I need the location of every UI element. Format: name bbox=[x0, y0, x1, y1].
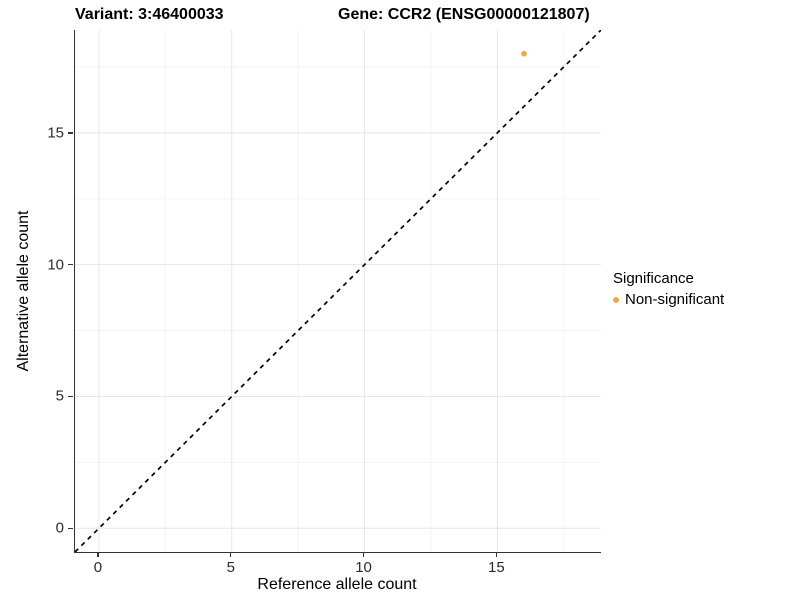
x-tick-mark bbox=[229, 552, 232, 557]
legend-title: Significance bbox=[613, 270, 694, 287]
y-tick-mark bbox=[67, 263, 73, 266]
x-tick-mark bbox=[362, 552, 365, 557]
plot-title-variant: Variant: 3:46400033 bbox=[75, 6, 224, 23]
x-tick-label: 0 bbox=[93, 559, 103, 576]
x-tick-label: 15 bbox=[488, 559, 505, 576]
plot-panel bbox=[74, 30, 601, 553]
y-tick-label: 15 bbox=[47, 124, 64, 142]
y-axis-title: Alternative allele count bbox=[15, 210, 32, 372]
plot-title-gene: Gene: CCR2 (ENSG00000121807) bbox=[338, 6, 590, 23]
y-tick-label: 0 bbox=[55, 519, 64, 537]
identity-reference-line bbox=[75, 30, 601, 552]
x-tick-mark bbox=[97, 552, 99, 557]
y-tick-label: 10 bbox=[47, 256, 64, 274]
plot-canvas bbox=[75, 30, 601, 552]
y-tick-label: 5 bbox=[55, 387, 64, 405]
y-tick-mark bbox=[67, 132, 73, 134]
x-tick-mark bbox=[495, 552, 498, 557]
y-tick-mark bbox=[67, 395, 73, 398]
x-tick-label: 10 bbox=[355, 559, 372, 576]
legend-item-non-significant: Non-significant bbox=[613, 291, 724, 308]
y-tick-mark bbox=[67, 527, 73, 530]
data-point bbox=[521, 50, 527, 57]
legend-point-icon bbox=[613, 296, 619, 303]
x-tick-label: 5 bbox=[226, 559, 235, 576]
legend-item-label: Non-significant bbox=[625, 291, 725, 308]
x-axis-title: Reference allele count bbox=[257, 576, 417, 593]
legend: Significance Non-significant bbox=[613, 270, 724, 308]
